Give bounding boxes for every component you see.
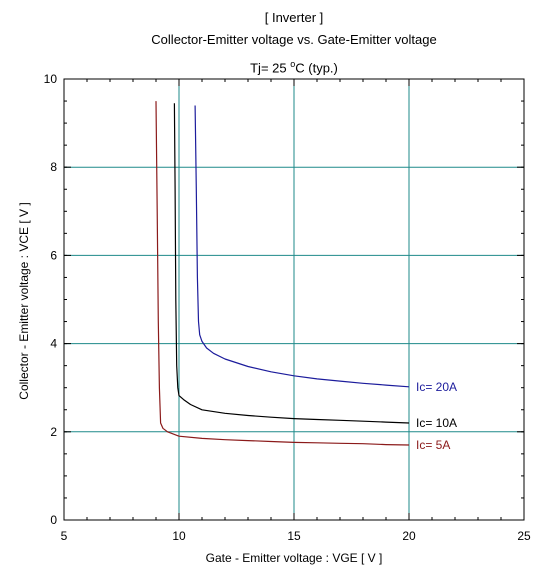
y-tick-label: 4 bbox=[50, 337, 57, 351]
x-tick-label: 15 bbox=[287, 529, 301, 543]
condition-suffix: C (typ.) bbox=[295, 60, 338, 76]
series-line bbox=[155, 101, 410, 446]
x-tick-label: 5 bbox=[61, 529, 68, 543]
condition-prefix: Tj= 25 bbox=[250, 60, 287, 76]
series-label: Ic= 20A bbox=[416, 380, 457, 394]
y-tick-label: 8 bbox=[50, 160, 57, 174]
chart-title: [ Inverter ] bbox=[264, 10, 324, 25]
series-label: Ic= 5A bbox=[416, 438, 450, 452]
chart-subtitle: Collector-Emitter voltage vs. Gate-Emitt… bbox=[151, 32, 437, 47]
y-tick-label: 6 bbox=[50, 248, 57, 262]
x-tick-label: 20 bbox=[402, 529, 416, 543]
series-line bbox=[194, 105, 410, 388]
y-tick-label: 2 bbox=[50, 425, 57, 439]
x-axis-label: Gate - Emitter voltage : VGE [ V ] bbox=[205, 551, 383, 565]
x-tick-label: 25 bbox=[517, 529, 531, 543]
plot-frame bbox=[63, 78, 525, 521]
chart-condition: Tj= 25 oC (typ.) bbox=[64, 57, 524, 75]
y-tick-label: 0 bbox=[50, 513, 57, 527]
series-line bbox=[173, 103, 410, 424]
x-tick-label: 10 bbox=[172, 529, 186, 543]
y-axis-label: Collector - Emitter voltage : VCE [ V ] bbox=[17, 202, 31, 400]
y-tick-label: 10 bbox=[44, 72, 58, 86]
series-label: Ic= 10A bbox=[416, 416, 457, 430]
degree-symbol: o bbox=[290, 59, 296, 69]
